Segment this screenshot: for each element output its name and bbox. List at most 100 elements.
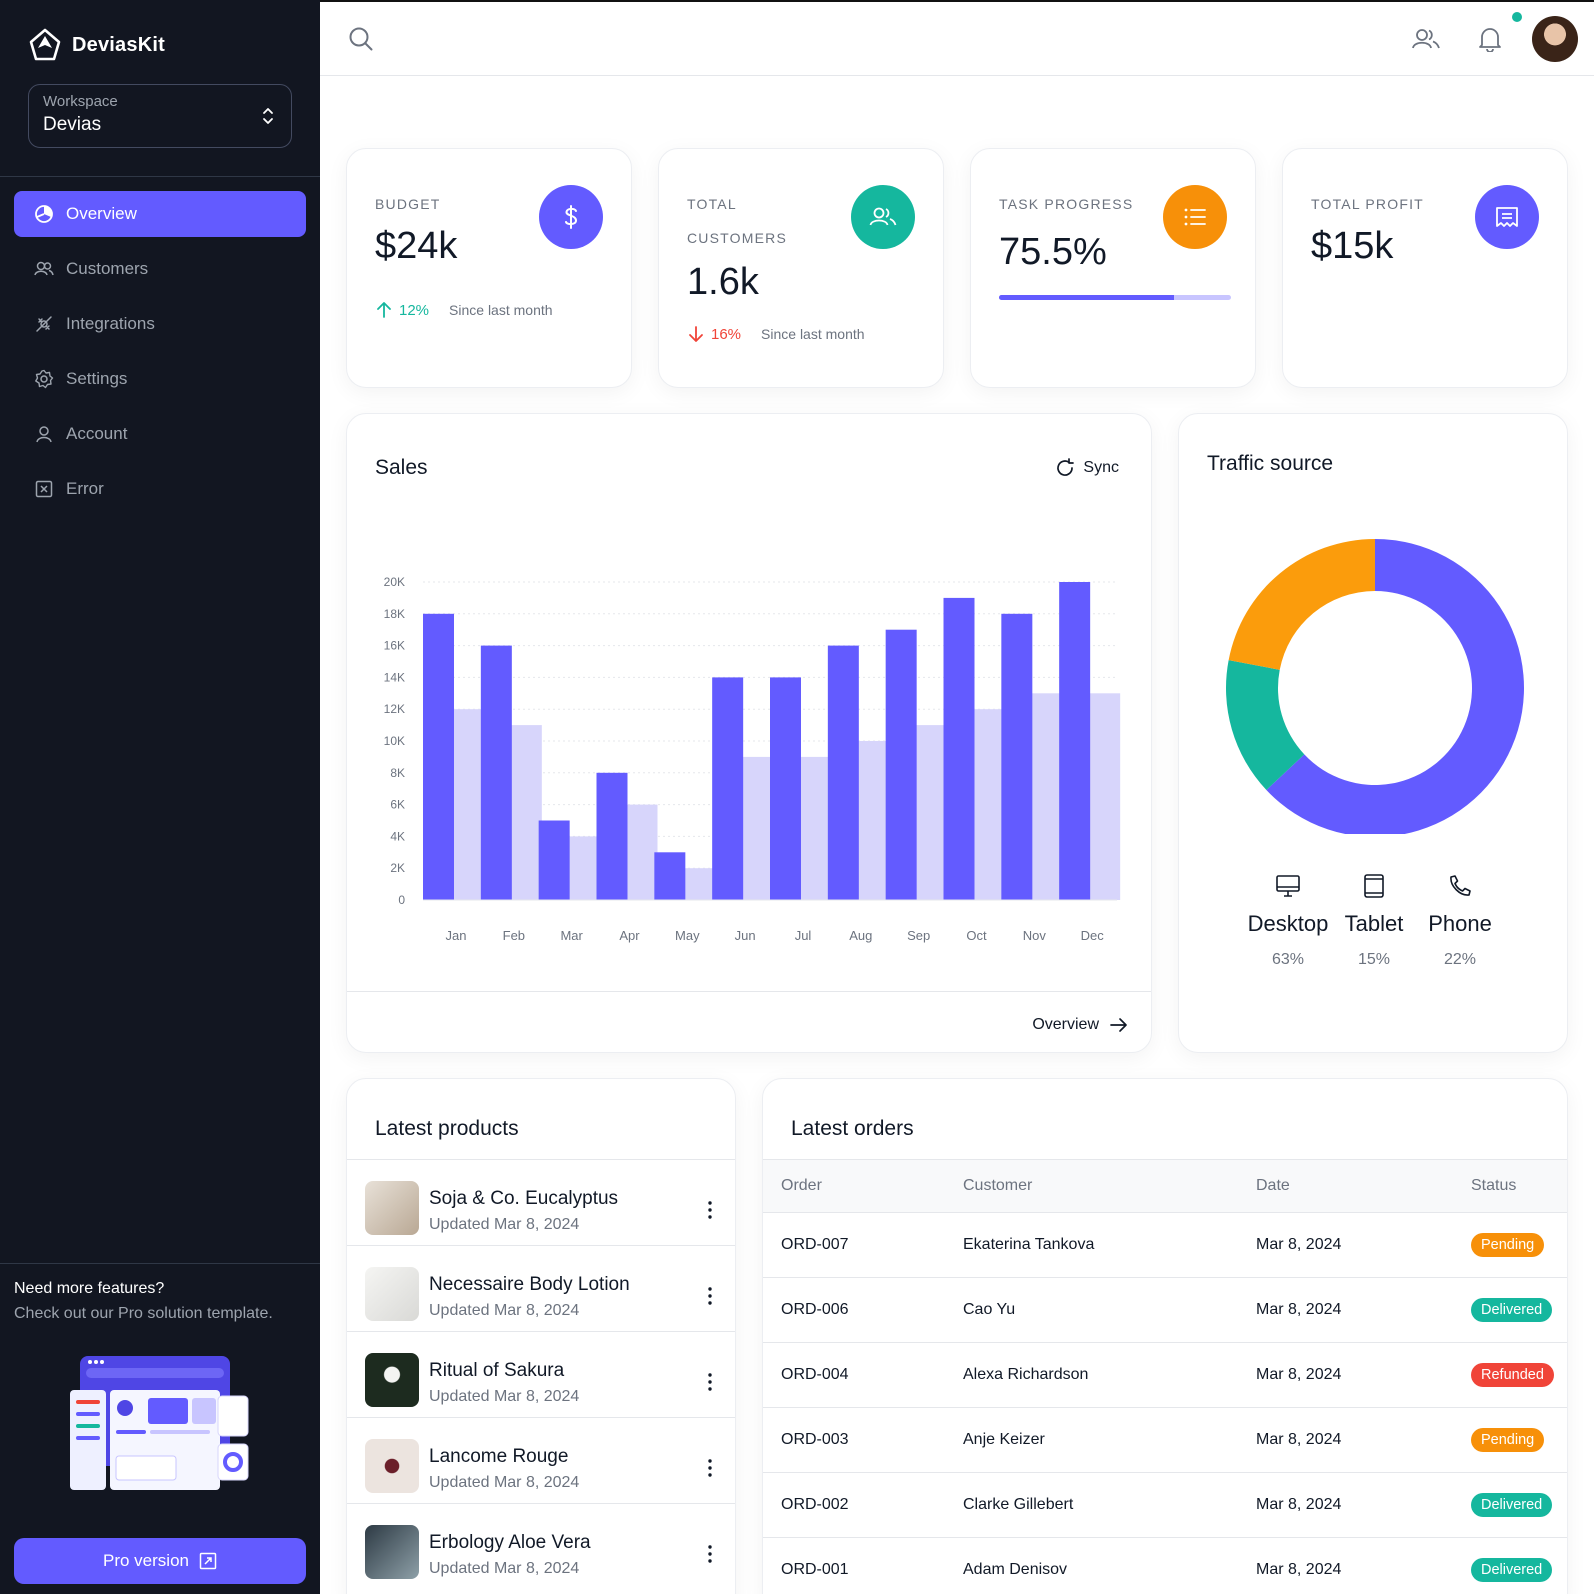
order-customer: Cao Yu <box>963 1301 1016 1318</box>
customers-trend: 16% Since last month <box>687 325 865 343</box>
table-row[interactable]: ORD-004 Alexa Richardson Mar 8, 2024 Ref… <box>763 1343 1567 1408</box>
product-updated: Updated Mar 8, 2024 <box>429 1216 580 1233</box>
x-tick-label: Dec <box>1081 928 1105 943</box>
traffic-legend-tablet: Tablet 15% <box>1331 874 1417 969</box>
table-row[interactable]: ORD-007 Ekaterina Tankova Mar 8, 2024 Pe… <box>763 1213 1567 1278</box>
workspace-switcher[interactable]: Workspace Devias <box>28 84 292 148</box>
desktop-icon <box>1276 875 1300 897</box>
arrow-down-icon <box>689 326 703 342</box>
gear-icon <box>35 369 54 389</box>
overview-link[interactable]: Overview <box>1032 1016 1129 1034</box>
y-tick-label: 14K <box>384 670 405 684</box>
sync-label: Sync <box>1083 459 1119 476</box>
table-row[interactable]: ORD-003 Anje Keizer Mar 8, 2024 Pending <box>763 1408 1567 1473</box>
column-customer[interactable]: Customer <box>963 1177 1033 1194</box>
customers-value: 1.6k <box>687 261 759 303</box>
bar-secondary <box>510 725 542 900</box>
latest-products-card: Latest products Soja & Co. Eucalyptus Up… <box>346 1078 736 1594</box>
traffic-card: Traffic source Desktop 63% Tablet 15% Ph… <box>1178 413 1568 1053</box>
order-id: ORD-004 <box>781 1366 849 1383</box>
x-tick-label: Jan <box>446 928 467 943</box>
order-date: Mar 8, 2024 <box>1256 1496 1342 1513</box>
status-badge: Pending <box>1471 1233 1545 1257</box>
product-name: Necessaire Body Lotion <box>429 1274 630 1295</box>
orders-title: Latest orders <box>791 1117 914 1140</box>
order-date: Mar 8, 2024 <box>1256 1561 1342 1578</box>
list-icon <box>1163 185 1227 249</box>
bar-secondary <box>684 868 716 900</box>
product-image <box>365 1267 419 1321</box>
sidebar-item-integrations[interactable]: Integrations <box>14 301 306 347</box>
bar-primary <box>770 677 801 900</box>
sidebar-item-label: Account <box>66 424 128 443</box>
customers-trend-value: 16% <box>711 325 742 343</box>
x-tick-label: Apr <box>619 928 640 943</box>
online-indicator <box>1512 12 1522 22</box>
traffic-donut-chart <box>1226 539 1524 834</box>
traffic-label: Desktop <box>1247 911 1329 936</box>
pro-version-button[interactable]: Pro version <box>14 1538 306 1584</box>
more-vertical-icon[interactable] <box>707 1544 713 1564</box>
list-item: Necessaire Body Lotion Updated Mar 8, 20… <box>347 1245 735 1331</box>
task-progress-card: TASK PROGRESS 75.5% <box>970 148 1256 388</box>
y-tick-label: 4K <box>390 829 405 843</box>
more-vertical-icon[interactable] <box>707 1372 713 1392</box>
column-order[interactable]: Order <box>781 1177 822 1194</box>
traffic-value: 63% <box>1271 951 1305 968</box>
promo-subtitle: Check out our Pro solution template. <box>14 1305 273 1322</box>
product-image <box>365 1525 419 1579</box>
search-icon[interactable] <box>348 26 374 52</box>
sync-button[interactable]: Sync <box>1055 458 1119 478</box>
order-id: ORD-001 <box>781 1561 849 1578</box>
column-date[interactable]: Date <box>1256 1177 1290 1194</box>
more-vertical-icon[interactable] <box>707 1200 713 1220</box>
arrow-right-icon <box>1110 1018 1127 1032</box>
y-tick-label: 20K <box>384 575 405 589</box>
y-tick-label: 8K <box>390 766 405 780</box>
profit-card: TOTAL PROFIT $15k <box>1282 148 1568 388</box>
sidebar-item-label: Integrations <box>66 314 155 333</box>
x-tick-label: May <box>675 928 700 943</box>
donut-slice-desktop <box>1266 539 1524 834</box>
bar-secondary <box>973 709 1005 900</box>
user-icon <box>36 426 52 443</box>
sidebar-item-overview[interactable]: Overview <box>14 191 306 237</box>
budget-since: Since last month <box>449 302 553 318</box>
top-bar <box>320 0 1594 76</box>
brand-logo[interactable]: DeviasKit <box>28 28 165 62</box>
latest-orders-card: Latest orders Order Customer Date Status… <box>762 1078 1568 1594</box>
table-row[interactable]: ORD-002 Clarke Gillebert Mar 8, 2024 Del… <box>763 1473 1567 1538</box>
x-tick-label: Oct <box>966 928 987 943</box>
avatar[interactable] <box>1532 16 1578 62</box>
sidebar-item-label: Customers <box>66 259 149 278</box>
promo-title: Need more features? <box>14 1280 165 1297</box>
sidebar-item-customers[interactable]: Customers <box>14 246 306 292</box>
bell-icon[interactable] <box>1478 26 1502 52</box>
table-row[interactable]: ORD-006 Cao Yu Mar 8, 2024 Delivered <box>763 1278 1567 1343</box>
order-customer: Ekaterina Tankova <box>963 1236 1095 1253</box>
bar-primary <box>1059 582 1091 900</box>
y-tick-label: 6K <box>390 798 405 812</box>
sidebar-item-label: Error <box>66 479 104 498</box>
bar-secondary <box>1031 693 1063 900</box>
table-row[interactable]: ORD-001 Adam Denisov Mar 8, 2024 Deliver… <box>763 1538 1567 1594</box>
more-vertical-icon[interactable] <box>707 1286 713 1306</box>
contacts-icon[interactable] <box>1412 27 1440 51</box>
sidebar-item-error[interactable]: Error <box>14 466 306 512</box>
donut-slice-phone <box>1228 539 1375 670</box>
bar-secondary <box>915 725 947 900</box>
customers-label-line2: CUSTOMERS <box>687 230 787 246</box>
y-tick-label: 18K <box>384 607 405 621</box>
sidebar-divider <box>0 176 320 177</box>
product-list: Soja & Co. Eucalyptus Updated Mar 8, 202… <box>347 1159 735 1589</box>
orders-table-header: Order Customer Date Status <box>763 1159 1567 1213</box>
column-status[interactable]: Status <box>1471 1177 1517 1194</box>
product-updated: Updated Mar 8, 2024 <box>429 1302 580 1319</box>
more-vertical-icon[interactable] <box>707 1458 713 1478</box>
sidebar-item-account[interactable]: Account <box>14 411 306 457</box>
pro-version-label: Pro version <box>103 1551 189 1570</box>
product-updated: Updated Mar 8, 2024 <box>429 1474 580 1491</box>
order-id: ORD-002 <box>781 1496 849 1513</box>
sidebar-item-settings[interactable]: Settings <box>14 356 306 402</box>
bar-primary <box>480 645 512 900</box>
